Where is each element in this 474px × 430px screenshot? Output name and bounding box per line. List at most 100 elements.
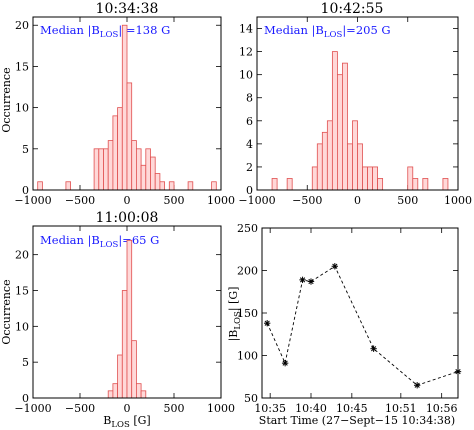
y-tick-label: 20 — [15, 19, 29, 32]
histogram-bar — [93, 148, 100, 191]
histogram-bar — [121, 290, 128, 399]
panel-1-frame — [32, 16, 222, 191]
panel-3-y-axis-label: Occurrence — [0, 279, 13, 344]
histogram-panel-1: 10:34:38 Median |BLOS| =138 G Occurrence… — [0, 1, 235, 207]
histogram-bar — [135, 383, 142, 399]
histogram-bar — [107, 390, 114, 399]
x-tick-label: 500 — [164, 194, 185, 207]
histogram-bar — [140, 164, 147, 191]
histogram-bar — [131, 340, 137, 399]
panel-1-y-axis-label: Occurrence — [0, 67, 13, 132]
panel-1-bars — [37, 24, 217, 191]
data-point — [281, 359, 289, 367]
histogram-bar — [442, 178, 449, 191]
x-tick-label: −1000 — [238, 194, 275, 207]
data-point — [370, 345, 377, 352]
panel-4-frame — [261, 227, 459, 399]
x-tick-label: −500 — [65, 402, 95, 415]
y-tick-label: 100 — [237, 350, 258, 363]
y-tick-label: 250 — [237, 222, 258, 235]
panel-2-axes: −1000 −500 0 500 1000 0 2 4 6 8 10 12 14 — [238, 17, 472, 207]
histogram-bar — [126, 82, 133, 191]
y-tick-label: 4 — [246, 138, 253, 151]
x-tick-label: 10:51 — [385, 402, 417, 415]
y-tick-label: 5 — [22, 356, 29, 369]
histogram-bar — [103, 148, 109, 191]
histogram-bar — [154, 173, 161, 191]
histogram-panel-2: 10:42:55 Median |BLOS|=205 G −1000 −500 0 5… — [238, 1, 472, 207]
panel-2-bars — [271, 51, 449, 191]
histogram-panel-3: 11:00:08 Median |BLOS|=65 G Occurrence B… — [0, 210, 235, 430]
y-tick-label: 0 — [22, 392, 29, 405]
histogram-bar — [357, 143, 363, 191]
y-tick-label: 12 — [239, 46, 253, 59]
panel-1-median-annotation: Median |BLOS| =138 G — [40, 23, 170, 40]
y-tick-label: 6 — [246, 115, 253, 128]
panel-2-title: 10:42:55 — [321, 1, 384, 17]
y-tick-label: 15 — [15, 60, 29, 73]
y-tick-label: 2 — [246, 161, 253, 174]
panel-4-axes: 10:35 10:40 10:45 10:51 10:56 50 100 150 200 250 — [237, 222, 458, 415]
x-tick-label: 1000 — [207, 402, 235, 415]
histogram-bar — [126, 239, 133, 399]
histogram-bar — [377, 178, 384, 191]
histogram-bar — [412, 178, 419, 191]
histogram-bar — [342, 62, 348, 191]
histogram-bar — [168, 181, 175, 191]
panel-2-frame — [256, 16, 459, 191]
x-tick-label: −1000 — [14, 402, 51, 415]
y-tick-label: 150 — [237, 307, 258, 320]
panel-3-x-axis-label: BLOS [G] — [103, 414, 150, 430]
x-tick-label: 0 — [354, 194, 361, 207]
y-tick-label: 20 — [15, 249, 29, 262]
data-point — [331, 263, 339, 270]
y-tick-label: 5 — [22, 143, 29, 156]
histogram-bar — [140, 390, 147, 399]
histogram-bar — [107, 140, 114, 191]
x-tick-label: 1000 — [444, 194, 472, 207]
histogram-bar — [372, 166, 379, 191]
histogram-bar — [321, 131, 328, 191]
histogram-bar — [311, 166, 318, 191]
histogram-bar — [422, 178, 429, 191]
histogram-bar — [352, 120, 358, 191]
histogram-bar — [407, 166, 414, 191]
y-tick-label: 200 — [237, 265, 258, 278]
panel-4-dashed-line — [266, 265, 459, 386]
data-point — [307, 278, 315, 285]
x-tick-label: 500 — [164, 402, 185, 415]
histogram-bar — [271, 178, 278, 191]
x-tick-label: −1000 — [14, 194, 51, 207]
y-tick-label: 14 — [239, 23, 253, 36]
histogram-bar — [331, 51, 338, 191]
data-point — [263, 320, 271, 327]
histogram-bar — [112, 383, 119, 399]
histogram-bar — [347, 143, 353, 191]
x-tick-label: −500 — [65, 194, 95, 207]
histogram-bar — [187, 181, 194, 191]
data-point — [413, 382, 421, 389]
y-tick-label: 15 — [15, 285, 29, 298]
time-series-panel: |BLOS| [G] Start Time (27−Sept−15 10:34:… — [227, 222, 462, 427]
histogram-bar — [367, 166, 373, 191]
x-tick-label: 0 — [124, 402, 131, 415]
panel-4-x-axis-label: Start Time (27−Sept−15 10:34:38) — [259, 414, 455, 427]
histogram-bar — [112, 115, 119, 191]
x-tick-label: 10:45 — [336, 402, 368, 415]
x-tick-label: 10:35 — [254, 402, 286, 415]
panel-3-axes: −1000 −500 0 500 1000 0 5 10 15 20 — [14, 226, 235, 415]
histogram-bar — [117, 107, 123, 191]
panel-3-title: 11:00:08 — [96, 210, 159, 226]
y-tick-label: 0 — [246, 184, 253, 197]
y-tick-label: 10 — [15, 320, 29, 333]
histogram-bar — [211, 181, 217, 191]
y-tick-label: 8 — [246, 92, 253, 105]
histogram-bar — [145, 148, 151, 191]
panel-1-axes: −1000 −500 0 500 1000 0 5 10 15 20 — [14, 17, 235, 207]
panel-3-bars — [107, 239, 147, 399]
histogram-bar — [135, 148, 142, 191]
panel-3-median-annotation: Median |BLOS|=65 G — [40, 233, 159, 250]
y-tick-label: 0 — [22, 184, 29, 197]
x-tick-label: 500 — [397, 194, 418, 207]
